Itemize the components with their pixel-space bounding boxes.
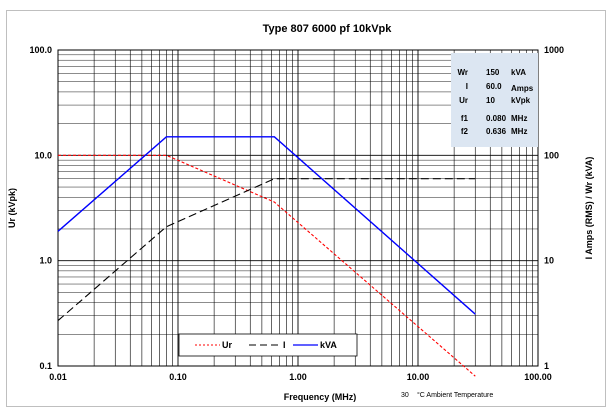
info-label-f1: f1 (461, 114, 469, 123)
info-value-f2: 0.636 (486, 127, 507, 136)
legend: Ur I kVA (178, 333, 358, 357)
info-box-bg (451, 53, 538, 147)
info-label-wr: Wr (457, 68, 468, 77)
series-line-ur (58, 154, 476, 377)
legend-label-kva: kVA (320, 340, 337, 350)
y-right-tick-label: 10 (544, 256, 554, 266)
info-label-i: I (466, 82, 468, 91)
y-right-tick-label: 1000 (544, 45, 564, 55)
ambient-temp-value: 30 (401, 392, 409, 399)
tick-layer: 0.01 0.10 1.00 10.00 100.00 0.1 1.0 10.0 100.0 1 1… (29, 45, 564, 382)
info-value-ur: 10 (486, 96, 495, 105)
x-axis-title: Frequency (MHz) (284, 392, 357, 402)
series-layer (57, 136, 476, 377)
y-axis-left-title: Ur (kVpk) (7, 188, 17, 228)
info-unit-f1: MHz (511, 114, 527, 123)
y-axis-right-title: I Amps (RMS) / Wr (kVA) (584, 157, 594, 260)
y-right-tick-label: 1 (544, 361, 549, 371)
series-line-kva (57, 136, 476, 315)
info-unit-i: Amps (511, 84, 534, 93)
info-value-wr: 150 (486, 68, 500, 77)
legend-label-ur: Ur (222, 340, 232, 350)
info-unit-wr: kVA (511, 68, 526, 77)
y-left-tick-label: 0.1 (39, 361, 52, 371)
x-tick-label: 100.00 (524, 372, 552, 382)
info-unit-ur: kVpk (511, 96, 531, 105)
chart-title: Type 807 6000 pf 10kVpk (263, 23, 393, 35)
info-value-f1: 0.080 (486, 114, 507, 123)
info-unit-f2: MHz (511, 127, 527, 136)
info-box: Wr 150 kVA I 60.0 Amps Ur 10 kVpk f1 0.080 MHz f2 0.6… (451, 53, 538, 147)
x-tick-label: 0.01 (49, 372, 67, 382)
x-tick-label: 10.00 (407, 372, 430, 382)
series-line-i (57, 178, 476, 322)
y-left-tick-label: 100.0 (29, 45, 52, 55)
info-value-i: 60.0 (486, 82, 502, 91)
legend-box (178, 333, 358, 357)
x-tick-label: 0.10 (169, 372, 187, 382)
y-left-tick-label: 1.0 (39, 256, 52, 266)
info-label-ur: Ur (459, 96, 468, 105)
legend-label-i: I (283, 340, 286, 350)
ambient-temp-label: °C Ambient Temperature (417, 391, 493, 399)
x-tick-label: 1.00 (289, 372, 307, 382)
y-left-tick-label: 10.0 (34, 150, 52, 160)
info-label-f2: f2 (461, 127, 469, 136)
y-right-tick-label: 100 (544, 150, 559, 160)
